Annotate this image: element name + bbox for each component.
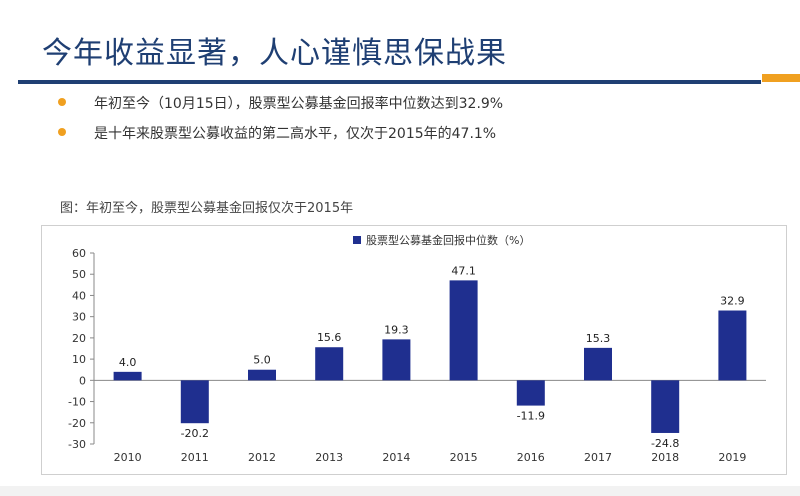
y-tick-label: 0 — [79, 374, 86, 387]
x-tick-label: 2012 — [248, 451, 276, 464]
y-tick-label: 60 — [72, 247, 86, 260]
bar-2011 — [180, 380, 209, 424]
bar-2016 — [516, 380, 545, 406]
y-tick-label: -10 — [68, 396, 86, 409]
data-label: 15.3 — [586, 332, 611, 345]
legend-label: 股票型公募基金回报中位数（%） — [366, 233, 530, 247]
title-accent-bar — [762, 74, 800, 82]
legend-swatch — [353, 236, 361, 244]
bar-2015 — [449, 280, 478, 381]
bullet-text: 年初至今（10月15日），股票型公募基金回报率中位数达到32.9% — [94, 96, 504, 112]
data-label: -20.2 — [181, 427, 209, 440]
data-label: 32.9 — [720, 295, 745, 308]
bar-2019 — [718, 310, 747, 381]
data-label: -24.8 — [651, 437, 679, 450]
y-tick-label: -20 — [68, 417, 86, 430]
data-label: 5.0 — [253, 354, 271, 367]
y-tick-label: 40 — [72, 289, 86, 302]
y-tick-label: -30 — [68, 438, 86, 451]
bullet-dot-icon — [58, 98, 66, 106]
chart-caption: 图：年初至今，股票型公募基金回报仅次于2015年 — [60, 201, 354, 216]
bar-2012 — [248, 369, 276, 381]
x-tick-label: 2018 — [651, 451, 679, 464]
x-tick-label: 2016 — [517, 451, 545, 464]
x-tick-label: 2015 — [450, 451, 478, 464]
bullet-dot-icon — [58, 128, 66, 136]
x-tick-label: 2013 — [315, 451, 343, 464]
bottom-edge — [0, 486, 800, 496]
y-tick-label: 20 — [72, 332, 86, 345]
data-label: 47.1 — [451, 264, 476, 277]
bar-2017 — [584, 347, 612, 381]
x-tick-label: 2017 — [584, 451, 612, 464]
bar-2013 — [315, 347, 344, 381]
data-label: 15.6 — [317, 331, 342, 344]
bullet-text: 是十年来股票型公募收益的第二高水平，仅次于2015年的47.1% — [94, 126, 497, 142]
bar-2014 — [382, 339, 411, 381]
bar-2018 — [651, 380, 680, 433]
y-tick-label: 30 — [72, 311, 86, 324]
y-tick-label: 50 — [72, 268, 86, 281]
slide-title: 今年收益显著，人心谨慎思保战果 — [42, 36, 507, 71]
title-divider — [18, 80, 761, 84]
chart-container — [41, 225, 787, 475]
data-label: -11.9 — [517, 410, 545, 423]
bar-2010 — [113, 371, 142, 381]
data-label: 19.3 — [384, 323, 409, 336]
x-tick-label: 2010 — [114, 451, 142, 464]
x-tick-label: 2019 — [718, 451, 746, 464]
x-tick-label: 2014 — [382, 451, 410, 464]
y-tick-label: 10 — [72, 353, 86, 366]
data-label: 4.0 — [119, 356, 137, 369]
x-tick-label: 2011 — [181, 451, 209, 464]
